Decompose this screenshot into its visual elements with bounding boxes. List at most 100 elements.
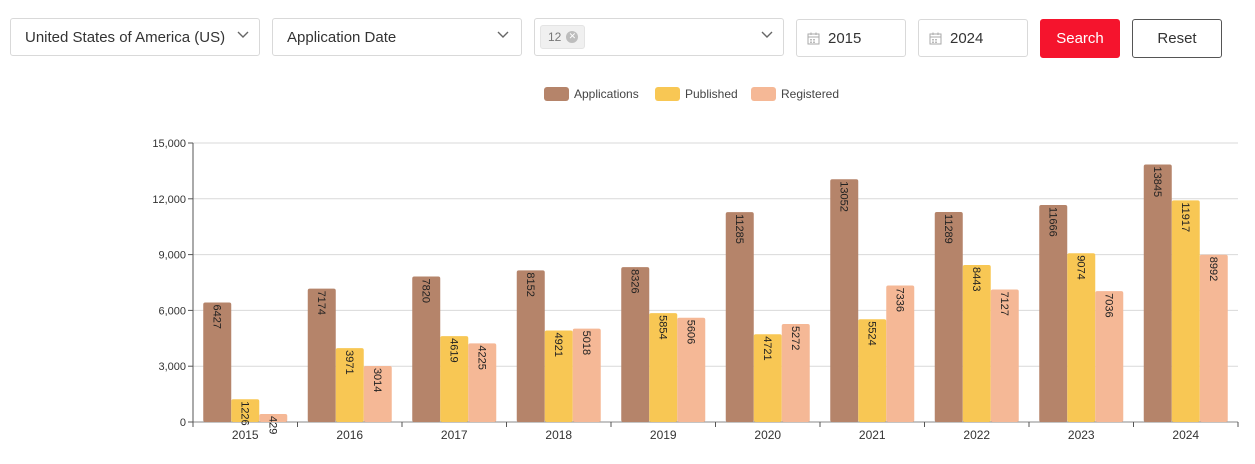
legend-swatch-published[interactable] [655, 87, 680, 101]
data-label: 11285 [733, 214, 745, 244]
x-tick-label: 2015 [232, 428, 259, 442]
x-tick-label: 2020 [754, 428, 781, 442]
bar-applications[interactable] [621, 267, 650, 422]
y-tick-label: 0 [180, 417, 186, 429]
country-select[interactable]: United States of America (US) [10, 18, 260, 56]
data-label: 4921 [552, 332, 564, 356]
legend-label-published[interactable]: Published [685, 87, 738, 101]
bar-published[interactable] [858, 319, 887, 422]
bar-applications[interactable] [203, 302, 232, 422]
close-circle-icon[interactable]: ✕ [566, 31, 579, 43]
data-label: 3971 [343, 350, 355, 374]
y-tick-label: 12,000 [152, 194, 186, 206]
bar-applications[interactable] [307, 288, 336, 422]
class-tag-label: 12 [548, 30, 562, 44]
bar-applications[interactable] [725, 212, 754, 422]
data-label: 13052 [837, 181, 849, 212]
bar-registered[interactable] [259, 414, 288, 422]
bar-applications[interactable] [516, 270, 545, 422]
x-tick-label: 2019 [650, 428, 677, 442]
bar-registered[interactable] [363, 365, 392, 422]
chevron-down-icon [237, 31, 249, 38]
bar-published[interactable] [1171, 200, 1200, 422]
bar-registered[interactable] [781, 323, 810, 422]
legend-label-registered[interactable]: Registered [781, 87, 839, 101]
bar-applications[interactable] [1039, 205, 1068, 422]
bar-published[interactable] [753, 334, 782, 422]
data-label: 5606 [684, 320, 696, 344]
bar-applications[interactable] [830, 179, 859, 422]
calendar-icon [929, 32, 942, 44]
bar-published[interactable] [231, 399, 260, 422]
data-label: 8992 [1207, 257, 1219, 281]
bar-applications[interactable] [934, 212, 963, 422]
legend-label-applications[interactable]: Applications [574, 87, 639, 101]
data-label: 7820 [419, 279, 431, 303]
bar-registered[interactable] [990, 289, 1019, 422]
calendar-icon [807, 32, 820, 44]
data-label: 9074 [1074, 255, 1086, 279]
date-to-input[interactable]: 2024 [918, 19, 1028, 57]
data-label: 8443 [970, 267, 982, 291]
legend-swatch-registered[interactable] [751, 87, 776, 101]
data-label: 5018 [580, 331, 592, 355]
data-label: 7036 [1102, 293, 1114, 317]
data-label: 4225 [475, 345, 487, 369]
x-tick-label: 2024 [1172, 428, 1199, 442]
bar-chart: 0 3,000 6,000 9,000 12,000 15,000 6427 1226 429 2… [152, 87, 1239, 442]
reset-button[interactable]: Reset [1132, 19, 1222, 58]
data-label: 5272 [789, 326, 801, 350]
bar-published[interactable] [440, 336, 469, 422]
bar-registered[interactable] [1095, 291, 1124, 422]
bar-applications[interactable] [412, 276, 441, 422]
y-tick-label: 15,000 [152, 138, 186, 150]
chevron-down-icon [761, 31, 773, 38]
y-tick-label: 9,000 [158, 250, 186, 262]
data-label: 429 [266, 416, 278, 434]
data-label: 13845 [1151, 166, 1163, 197]
bar-registered[interactable] [886, 285, 915, 422]
data-label: 8152 [524, 272, 536, 296]
country-select-value: United States of America (US) [25, 28, 226, 46]
data-label: 1226 [238, 401, 250, 425]
class-tag: 12 ✕ [540, 25, 586, 49]
y-tick-label: 6,000 [158, 305, 186, 317]
date-from-value: 2015 [828, 29, 862, 47]
data-label: 8326 [628, 269, 640, 293]
date-type-select-value: Application Date [287, 28, 397, 46]
date-from-input[interactable]: 2015 [796, 19, 906, 57]
data-label: 7174 [315, 291, 327, 315]
x-tick-label: 2017 [441, 428, 468, 442]
bar-published[interactable] [649, 313, 678, 422]
search-button[interactable]: Search [1040, 19, 1120, 58]
bar-published[interactable] [1067, 253, 1096, 422]
bar-registered[interactable] [677, 317, 706, 422]
data-label: 6427 [210, 304, 222, 328]
y-tick-label: 3,000 [158, 361, 186, 373]
x-tick-label: 2018 [545, 428, 572, 442]
legend-swatch-applications[interactable] [544, 87, 569, 101]
bar-registered[interactable] [468, 343, 497, 422]
x-tick-label: 2021 [859, 428, 886, 442]
bar-published[interactable] [335, 348, 364, 422]
class-multi-select[interactable]: 12 ✕ [534, 18, 784, 56]
data-label: 3014 [371, 368, 383, 392]
data-label: 5854 [656, 315, 668, 339]
date-to-value: 2024 [950, 29, 984, 47]
data-label: 11666 [1046, 207, 1058, 237]
bar-applications[interactable] [1143, 164, 1172, 422]
data-label: 11289 [942, 214, 954, 244]
bar-registered[interactable] [1199, 254, 1228, 422]
data-label: 11917 [1179, 202, 1191, 232]
x-tick-label: 2016 [336, 428, 363, 442]
bar-registered[interactable] [572, 328, 601, 422]
date-type-select[interactable]: Application Date [272, 18, 522, 56]
data-label: 5524 [865, 321, 877, 345]
data-label: 7127 [998, 291, 1010, 315]
x-tick-label: 2022 [963, 428, 990, 442]
bar-published[interactable] [962, 264, 991, 422]
data-label: 4619 [447, 338, 459, 362]
bar-published[interactable] [544, 330, 573, 422]
data-label: 7336 [893, 288, 905, 312]
x-tick-label: 2023 [1068, 428, 1095, 442]
